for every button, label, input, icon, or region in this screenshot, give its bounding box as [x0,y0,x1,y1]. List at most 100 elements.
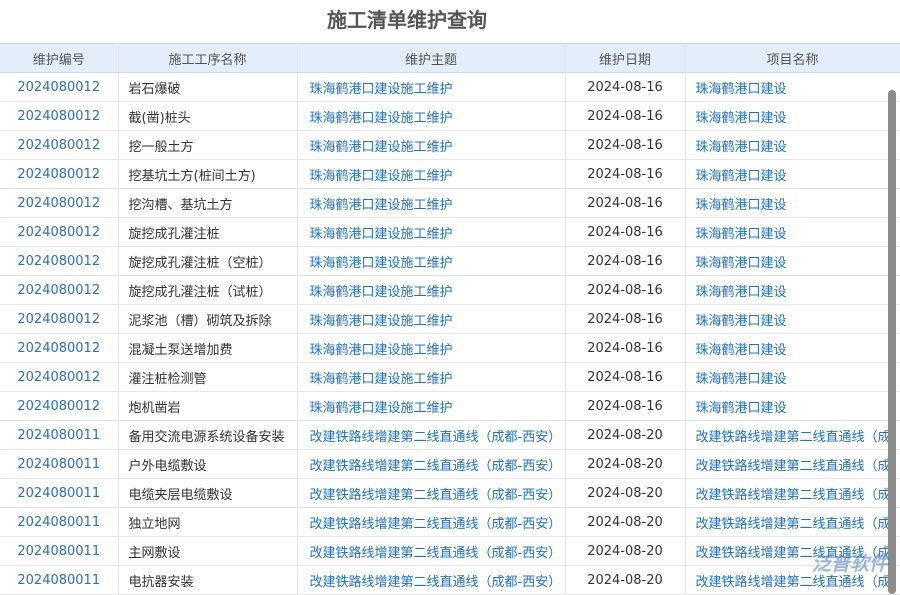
date: 2024-08-20 [565,449,686,479]
date: 2024-08-16 [565,217,686,247]
record-id[interactable]: 2024080012 [0,101,119,131]
table-row[interactable]: 2024080012 挖基坑土方(桩间土方) 珠海鹤港口建设施工维护 2024-08-… [0,159,900,189]
date: 2024-08-20 [565,565,686,595]
page-title: 施工清单维护查询 [327,8,487,32]
column-header[interactable]: 施工工序名称 [118,43,298,73]
topic[interactable]: 珠海鹤港口建设施工维护 [297,391,566,421]
record-id[interactable]: 2024080011 [0,565,119,595]
project-name[interactable]: 改建铁路线增建第二线直通线（成 [685,536,900,566]
table-row[interactable]: 2024080012 混凝土泵送增加费 珠海鹤港口建设施工维护 2024-08-16 珠… [0,333,900,363]
project-name[interactable]: 珠海鹤港口建设 [685,130,900,160]
project-name[interactable]: 改建铁路线增建第二线直通线（成 [685,478,900,508]
column-header[interactable]: 维护主题 [297,43,566,73]
table-row[interactable]: 2024080012 岩石爆破 珠海鹤港口建设施工维护 2024-08-16 珠海鹤港口… [0,72,900,102]
project-name[interactable]: 珠海鹤港口建设 [685,362,900,392]
table-row[interactable]: 2024080012 旋挖成孔灌注桩 珠海鹤港口建设施工维护 2024-08-16 珠海… [0,217,900,247]
project-name[interactable]: 改建铁路线增建第二线直通线（成 [685,565,900,595]
date: 2024-08-20 [565,536,686,566]
record-id[interactable]: 2024080011 [0,449,119,479]
record-id[interactable]: 2024080012 [0,72,119,102]
record-id[interactable]: 2024080012 [0,246,119,276]
table-row[interactable]: 2024080011 备用交流电源系统设备安装 改建铁路线增建第二线直通线（成都-西… [0,420,900,450]
topic[interactable]: 改建铁路线增建第二线直通线（成都-西安） [297,507,566,537]
table-row[interactable]: 2024080012 截(凿)桩头 珠海鹤港口建设施工维护 2024-08-16 珠海鹤… [0,101,900,131]
record-id[interactable]: 2024080012 [0,130,119,160]
table-row[interactable]: 2024080012 旋挖成孔灌注桩（试桩） 珠海鹤港口建设施工维护 2024-08-… [0,275,900,305]
date: 2024-08-16 [565,304,686,334]
process-name: 电缆夹层电缆敷设 [118,478,298,508]
process-name: 岩石爆破 [118,72,298,102]
topic[interactable]: 珠海鹤港口建设施工维护 [297,188,566,218]
project-name[interactable]: 珠海鹤港口建设 [685,304,900,334]
table-row[interactable]: 2024080012 炮机凿岩 珠海鹤港口建设施工维护 2024-08-16 珠海鹤港口… [0,391,900,421]
table-row[interactable]: 2024080012 灌注桩检测管 珠海鹤港口建设施工维护 2024-08-16 珠海鹤… [0,362,900,392]
topic[interactable]: 改建铁路线增建第二线直通线（成都-西安） [297,565,566,595]
table-row[interactable]: 2024080012 挖一般土方 珠海鹤港口建设施工维护 2024-08-16 珠海鹤港… [0,130,900,160]
table-row[interactable]: 2024080011 电抗器安装 改建铁路线增建第二线直通线（成都-西安） 2024-… [0,565,900,595]
table-row[interactable]: 2024080012 挖沟槽、基坑土方 珠海鹤港口建设施工维护 2024-08-16 珠… [0,188,900,218]
topic[interactable]: 珠海鹤港口建设施工维护 [297,246,566,276]
record-id[interactable]: 2024080012 [0,304,119,334]
process-name: 挖沟槽、基坑土方 [118,188,298,218]
table-row[interactable]: 2024080012 泥浆池（槽）砌筑及拆除 珠海鹤港口建设施工维护 2024-08-… [0,304,900,334]
column-header[interactable]: 项目名称 [685,43,900,73]
process-name: 独立地网 [118,507,298,537]
record-id[interactable]: 2024080012 [0,159,119,189]
topic[interactable]: 珠海鹤港口建设施工维护 [297,362,566,392]
record-id[interactable]: 2024080012 [0,275,119,305]
table-row[interactable]: 2024080012 旋挖成孔灌注桩（空桩） 珠海鹤港口建设施工维护 2024-08-… [0,246,900,276]
topic[interactable]: 珠海鹤港口建设施工维护 [297,130,566,160]
date: 2024-08-20 [565,420,686,450]
process-name: 旋挖成孔灌注桩（空桩） [118,246,298,276]
project-name[interactable]: 珠海鹤港口建设 [685,333,900,363]
process-name: 电抗器安装 [118,565,298,595]
topic[interactable]: 珠海鹤港口建设施工维护 [297,217,566,247]
record-id[interactable]: 2024080012 [0,333,119,363]
process-name: 泥浆池（槽）砌筑及拆除 [118,304,298,334]
date: 2024-08-16 [565,159,686,189]
record-id[interactable]: 2024080012 [0,362,119,392]
table-row[interactable]: 2024080011 电缆夹层电缆敷设 改建铁路线增建第二线直通线（成都-西安） 20… [0,478,900,508]
project-name[interactable]: 改建铁路线增建第二线直通线（成 [685,420,900,450]
column-header[interactable]: 维护日期 [565,43,686,73]
scrollbar[interactable] [888,90,896,594]
record-id[interactable]: 2024080011 [0,536,119,566]
table-row[interactable]: 2024080011 户外电缆敷设 改建铁路线增建第二线直通线（成都-西安） 2024… [0,449,900,479]
process-name: 挖基坑土方(桩间土方) [118,159,298,189]
project-name[interactable]: 珠海鹤港口建设 [685,101,900,131]
date: 2024-08-16 [565,391,686,421]
topic[interactable]: 改建铁路线增建第二线直通线（成都-西安） [297,449,566,479]
record-id[interactable]: 2024080012 [0,217,119,247]
record-id[interactable]: 2024080011 [0,478,119,508]
topic[interactable]: 改建铁路线增建第二线直通线（成都-西安） [297,420,566,450]
project-name[interactable]: 珠海鹤港口建设 [685,217,900,247]
project-name[interactable]: 改建铁路线增建第二线直通线（成 [685,449,900,479]
record-id[interactable]: 2024080011 [0,420,119,450]
header-row: 维护编号 施工工序名称 维护主题 维护日期 项目名称 [0,43,900,73]
record-id[interactable]: 2024080012 [0,188,119,218]
project-name[interactable]: 珠海鹤港口建设 [685,188,900,218]
project-name[interactable]: 珠海鹤港口建设 [685,246,900,276]
topic[interactable]: 改建铁路线增建第二线直通线（成都-西安） [297,536,566,566]
topic[interactable]: 珠海鹤港口建设施工维护 [297,275,566,305]
topic[interactable]: 改建铁路线增建第二线直通线（成都-西安） [297,478,566,508]
column-header[interactable]: 维护编号 [0,43,119,73]
topic[interactable]: 珠海鹤港口建设施工维护 [297,72,566,102]
date: 2024-08-16 [565,130,686,160]
topic[interactable]: 珠海鹤港口建设施工维护 [297,159,566,189]
table-row[interactable]: 2024080011 独立地网 改建铁路线增建第二线直通线（成都-西安） 2024-0… [0,507,900,537]
project-name[interactable]: 珠海鹤港口建设 [685,275,900,305]
record-id[interactable]: 2024080012 [0,391,119,421]
topic[interactable]: 珠海鹤港口建设施工维护 [297,101,566,131]
project-name[interactable]: 珠海鹤港口建设 [685,72,900,102]
process-name: 挖一般土方 [118,130,298,160]
topic[interactable]: 珠海鹤港口建设施工维护 [297,333,566,363]
project-name[interactable]: 珠海鹤港口建设 [685,159,900,189]
process-name: 备用交流电源系统设备安装 [118,420,298,450]
record-id[interactable]: 2024080011 [0,507,119,537]
topic[interactable]: 珠海鹤港口建设施工维护 [297,304,566,334]
project-name[interactable]: 珠海鹤港口建设 [685,391,900,421]
project-name[interactable]: 改建铁路线增建第二线直通线（成 [685,507,900,537]
table-row[interactable]: 2024080011 主网敷设 改建铁路线增建第二线直通线（成都-西安） 2024-0… [0,536,900,566]
date: 2024-08-16 [565,101,686,131]
